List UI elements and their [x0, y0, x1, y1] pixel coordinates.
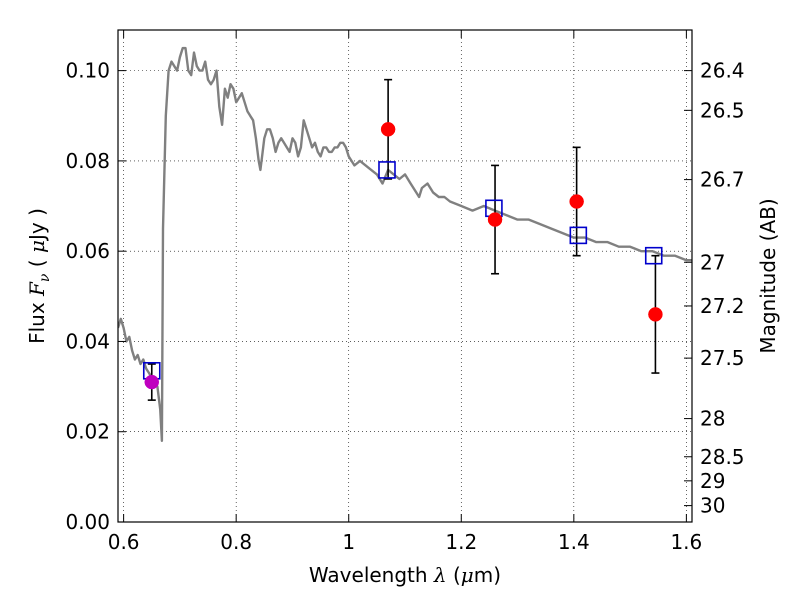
y-tick-label: 0.02 [65, 420, 110, 444]
axes-frame [117, 29, 693, 523]
y2-tick-label: 26.4 [700, 59, 745, 83]
observed-flux-point [144, 374, 160, 390]
y-tick-label: 0.04 [65, 329, 110, 353]
x-axis-title: Wavelength λ (μm) [309, 563, 501, 587]
y2-axis-title: Magnitude (AB) [756, 198, 780, 353]
model-spectrum-line [118, 46, 692, 442]
y2-tick-label: 27.5 [700, 346, 745, 370]
y-tick-label: 0.08 [65, 149, 110, 173]
synthetic-photometry-square [569, 226, 588, 245]
y-tick-label: 0.06 [65, 239, 110, 263]
y2-tick-label: 30 [700, 494, 725, 518]
axis-ticks: 0.6 0.8 1 1.2 1.4 1.6 0.00 0.02 0.04 0.06 0.08 0.10… [65, 30, 745, 554]
y-tick-label: 0.00 [65, 510, 110, 534]
x-tick-label: 1.6 [670, 530, 702, 554]
y-axis-title: Flux Fν ( μJy ) [25, 208, 53, 344]
grid-lines [118, 30, 692, 523]
observed-flux-point [569, 194, 584, 209]
x-tick-label: 1.4 [558, 530, 590, 554]
observed-flux-point [487, 212, 503, 227]
y2-tick-label: 27.2 [700, 294, 745, 318]
x-tick-label: 0.8 [220, 530, 252, 554]
y2-tick-label: 28.5 [700, 445, 745, 469]
x-tick-label: 1 [342, 530, 355, 554]
data-markers [142, 78, 663, 401]
observed-flux-point [648, 307, 663, 322]
y2-tick-label: 26.7 [700, 168, 745, 192]
plot-area [118, 46, 692, 442]
y2-tick-label: 27 [700, 250, 725, 274]
observed-flux-point [380, 122, 396, 137]
y2-tick-label: 29 [700, 469, 725, 493]
y2-tick-label: 26.5 [700, 98, 745, 122]
synthetic-photometry-square [644, 246, 663, 265]
y2-tick-label: 28 [700, 407, 725, 431]
x-tick-label: 1.2 [445, 530, 477, 554]
y-tick-label: 0.10 [65, 59, 110, 83]
x-tick-label: 0.6 [108, 530, 140, 554]
synthetic-photometry-square [378, 161, 396, 179]
